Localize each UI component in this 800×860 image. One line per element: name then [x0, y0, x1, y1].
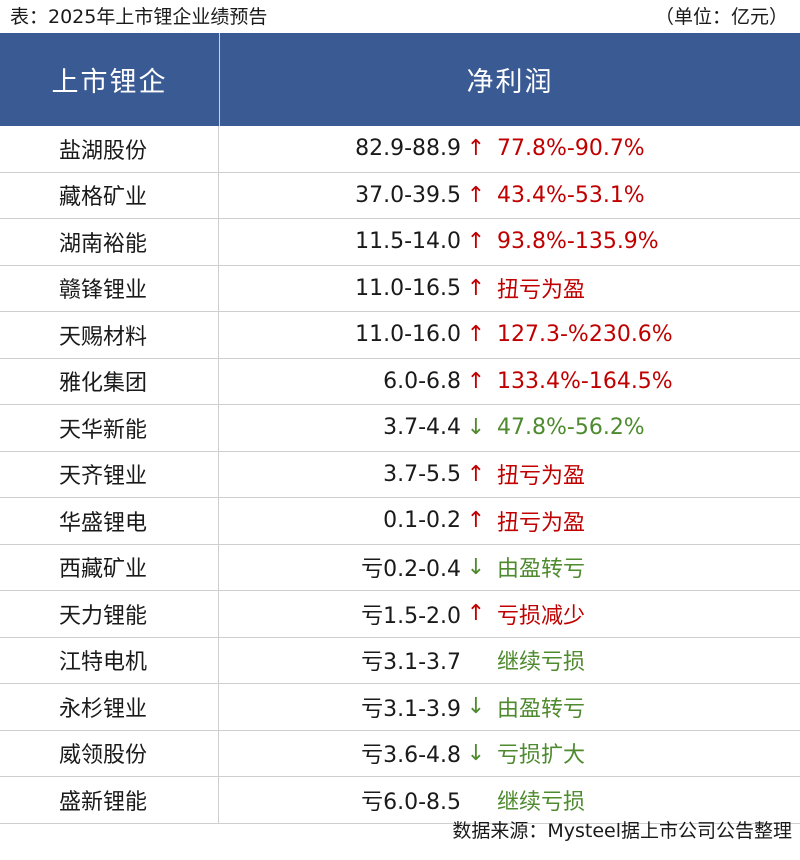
arrow-down-icon: ↓ — [466, 694, 486, 720]
profit-range: 亏0.2-0.4 — [361, 557, 461, 583]
table-body: 盐湖股份 82.9-88.9 ↑ 77.8%-90.7% 藏格矿业 37.0-39.5 ↑ 4… — [0, 126, 800, 824]
net-profit-cell: 11.0-16.5 ↑ 扭亏为盈 — [219, 266, 800, 312]
yoy-change: 由盈转亏 — [497, 696, 586, 722]
net-profit-cell: 37.0-39.5 ↑ 43.4%-53.1% — [219, 173, 800, 219]
table-row: 西藏矿业 亏0.2-0.4 ↓ 由盈转亏 — [0, 544, 800, 591]
unit-label: （单位：亿元） — [654, 6, 788, 28]
profit-range: 11.0-16.0 — [355, 322, 461, 348]
arrow-down-icon: ↓ — [466, 415, 486, 441]
company-name: 永杉锂业 — [0, 684, 219, 730]
table-row: 天齐锂业 3.7-5.5 ↑ 扭亏为盈 — [0, 451, 800, 498]
yoy-change: 亏损减少 — [497, 603, 586, 629]
table-row: 盐湖股份 82.9-88.9 ↑ 77.8%-90.7% — [0, 126, 800, 173]
arrow-up-icon: ↑ — [466, 461, 486, 487]
company-name: 西藏矿业 — [0, 544, 219, 590]
profit-range: 82.9-88.9 — [355, 136, 461, 162]
arrow-up-icon: ↑ — [466, 136, 486, 162]
header-net-profit: 净利润 — [466, 67, 554, 98]
table-row: 江特电机 亏3.1-3.7 继续亏损 — [0, 637, 800, 684]
net-profit-cell: 亏3.1-3.9 ↓ 由盈转亏 — [219, 684, 800, 730]
company-name: 湖南裕能 — [0, 219, 219, 265]
net-profit-cell: 82.9-88.9 ↑ 77.8%-90.7% — [219, 126, 800, 172]
yoy-change: 127.3-%230.6% — [497, 322, 673, 348]
yoy-change: 43.4%-53.1% — [497, 182, 645, 208]
table-row: 藏格矿业 37.0-39.5 ↑ 43.4%-53.1% — [0, 172, 800, 219]
net-profit-cell: 亏6.0-8.5 继续亏损 — [219, 777, 800, 823]
table-row: 雅化集团 6.0-6.8 ↑ 133.4%-164.5% — [0, 358, 800, 405]
profit-range: 0.1-0.2 — [383, 508, 461, 534]
net-profit-cell: 亏1.5-2.0 ↑ 亏损减少 — [219, 591, 800, 637]
profit-range: 3.7-5.5 — [383, 461, 461, 487]
table-row: 永杉锂业 亏3.1-3.9 ↓ 由盈转亏 — [0, 684, 800, 731]
yoy-change: 由盈转亏 — [497, 557, 586, 583]
arrow-down-icon: ↓ — [466, 740, 486, 766]
profit-range: 11.0-16.5 — [355, 275, 461, 301]
table-title: 表：2025年上市锂企业绩预告 — [10, 6, 268, 28]
yoy-change: 亏损扩大 — [497, 743, 586, 769]
arrow-up-icon: ↑ — [466, 322, 486, 348]
yoy-change: 继续亏损 — [497, 789, 586, 815]
table-row: 天赐材料 11.0-16.0 ↑ 127.3-%230.6% — [0, 312, 800, 359]
yoy-change: 47.8%-56.2% — [497, 415, 645, 441]
net-profit-cell: 3.7-5.5 ↑ 扭亏为盈 — [219, 452, 800, 498]
table-row: 天力锂能 亏1.5-2.0 ↑ 亏损减少 — [0, 591, 800, 638]
company-name: 雅化集团 — [0, 358, 219, 404]
arrow-up-icon: ↑ — [466, 182, 486, 208]
arrow-up-icon: ↑ — [466, 275, 486, 301]
header-company: 上市锂企 — [0, 33, 220, 126]
profit-range: 37.0-39.5 — [355, 182, 461, 208]
net-profit-cell: 11.5-14.0 ↑ 93.8%-135.9% — [219, 219, 800, 265]
profit-range: 11.5-14.0 — [355, 229, 461, 255]
company-name: 天华新能 — [0, 405, 219, 451]
company-name: 盐湖股份 — [0, 126, 219, 172]
net-profit-cell: 亏0.2-0.4 ↓ 由盈转亏 — [219, 545, 800, 591]
profit-range: 亏6.0-8.5 — [361, 789, 461, 815]
profit-range: 亏1.5-2.0 — [361, 603, 461, 629]
table-caption: 表：2025年上市锂企业绩预告 （单位：亿元） — [0, 0, 800, 34]
yoy-change: 扭亏为盈 — [497, 510, 586, 536]
company-name: 华盛锂电 — [0, 498, 219, 544]
company-name: 天齐锂业 — [0, 451, 219, 497]
company-name: 威领股份 — [0, 730, 219, 776]
table-row: 天华新能 3.7-4.4 ↓ 47.8%-56.2% — [0, 405, 800, 452]
table-row: 赣锋锂业 11.0-16.5 ↑ 扭亏为盈 — [0, 265, 800, 312]
source-note: 数据来源：Mysteel据上市公司公告整理 — [452, 820, 792, 842]
net-profit-cell: 6.0-6.8 ↑ 133.4%-164.5% — [219, 359, 800, 405]
arrow-up-icon: ↑ — [466, 601, 486, 627]
profit-range: 3.7-4.4 — [383, 415, 461, 441]
yoy-change: 77.8%-90.7% — [497, 136, 645, 162]
company-name: 藏格矿业 — [0, 172, 219, 218]
profit-range: 亏3.1-3.9 — [361, 696, 461, 722]
net-profit-cell: 亏3.6-4.8 ↓ 亏损扩大 — [219, 731, 800, 777]
net-profit-cell: 0.1-0.2 ↑ 扭亏为盈 — [219, 498, 800, 544]
net-profit-cell: 11.0-16.0 ↑ 127.3-%230.6% — [219, 312, 800, 358]
table-header: 上市锂企 净利润 — [0, 33, 800, 126]
company-name: 赣锋锂业 — [0, 265, 219, 311]
yoy-change: 93.8%-135.9% — [497, 229, 659, 255]
company-name: 江特电机 — [0, 637, 219, 683]
arrow-up-icon: ↑ — [466, 229, 486, 255]
yoy-change: 扭亏为盈 — [497, 278, 586, 304]
yoy-change: 继续亏损 — [497, 650, 586, 676]
profit-range: 6.0-6.8 — [383, 368, 461, 394]
net-profit-cell: 亏3.1-3.7 继续亏损 — [219, 638, 800, 684]
yoy-change: 扭亏为盈 — [497, 464, 586, 490]
table-row: 华盛锂电 0.1-0.2 ↑ 扭亏为盈 — [0, 498, 800, 545]
company-name: 天力锂能 — [0, 591, 219, 637]
yoy-change: 133.4%-164.5% — [497, 368, 673, 394]
net-profit-cell: 3.7-4.4 ↓ 47.8%-56.2% — [219, 405, 800, 451]
earnings-table: 上市锂企 净利润 盐湖股份 82.9-88.9 ↑ 77.8%-90.7% 藏格矿业 37… — [0, 33, 800, 824]
table-row: 盛新锂能 亏6.0-8.5 继续亏损 — [0, 777, 800, 824]
company-name: 盛新锂能 — [0, 777, 219, 823]
arrow-up-icon: ↑ — [466, 368, 486, 394]
table-row: 湖南裕能 11.5-14.0 ↑ 93.8%-135.9% — [0, 219, 800, 266]
table-row: 威领股份 亏3.6-4.8 ↓ 亏损扩大 — [0, 730, 800, 777]
profit-range: 亏3.6-4.8 — [361, 743, 461, 769]
arrow-up-icon: ↑ — [466, 508, 486, 534]
arrow-down-icon: ↓ — [466, 554, 486, 580]
profit-range: 亏3.1-3.7 — [361, 650, 461, 676]
company-name: 天赐材料 — [0, 312, 219, 358]
